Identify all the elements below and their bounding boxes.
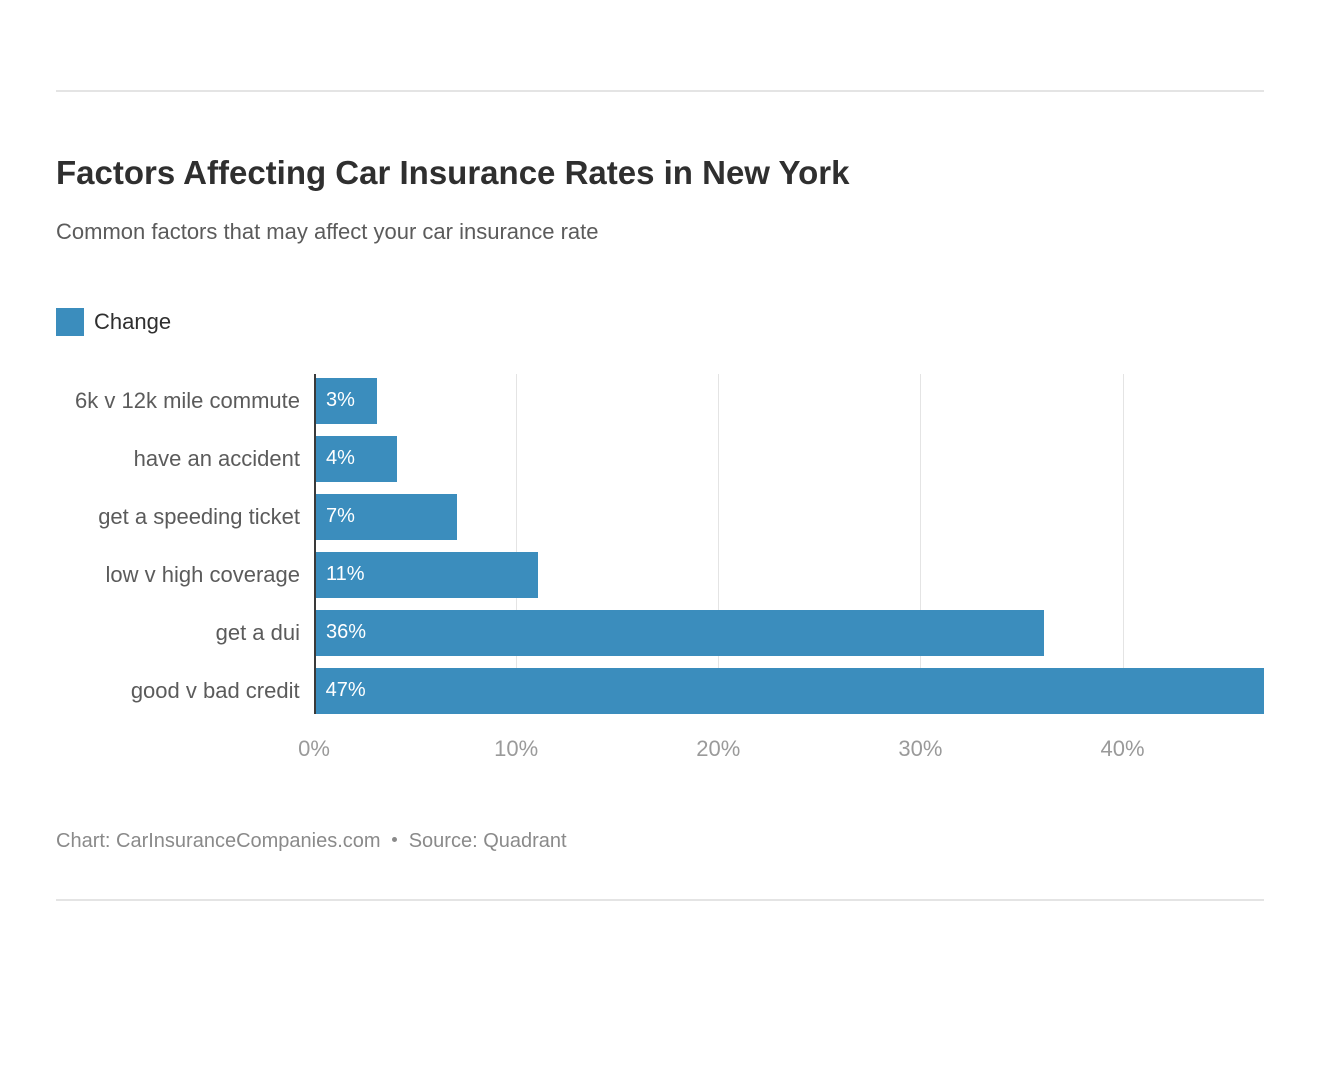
chart-area: 6k v 12k mile commute3%have an accident4… [56,374,1264,766]
bar: 36% [316,610,1044,656]
bar-category-label: have an accident [56,446,314,472]
bar-category-label: 6k v 12k mile commute [56,388,314,414]
x-tick-label: 40% [1100,736,1144,762]
bar-row: low v high coverage11% [56,552,1264,598]
credit-separator-icon [392,837,397,842]
bar-category-label: get a speeding ticket [56,504,314,530]
bar-row: 6k v 12k mile commute3% [56,378,1264,424]
bar-row: good v bad credit47% [56,668,1264,714]
bar-value-label: 4% [316,447,355,470]
credit-source: Source: Quadrant [409,830,567,852]
bar-category-label: low v high coverage [56,562,314,588]
x-tick-label: 0% [298,736,330,762]
grid-line [516,374,517,714]
bar-value-label: 36% [316,621,366,644]
top-rule [56,90,1264,92]
bottom-rule [56,899,1264,901]
grid-line [718,374,719,714]
chart-credit: Chart: CarInsuranceCompanies.com Source:… [56,830,1264,853]
bar-value-label: 3% [316,389,355,412]
credit-chart: Chart: CarInsuranceCompanies.com [56,830,381,852]
grid-line [1123,374,1124,714]
bar-value-label: 7% [316,505,355,528]
bar: 47% [316,668,1264,714]
chart-title: Factors Affecting Car Insurance Rates in… [56,152,1264,195]
bar-value-label: 47% [316,679,366,702]
bar: 7% [316,494,457,540]
y-axis-line [314,374,316,714]
x-tick-label: 10% [494,736,538,762]
x-tick-label: 30% [898,736,942,762]
grid-line [920,374,921,714]
bar-category-label: good v bad credit [56,678,314,704]
bar-row: get a dui36% [56,610,1264,656]
legend: Change [56,308,1264,336]
bar-value-label: 11% [316,563,365,586]
bar-category-label: get a dui [56,620,314,646]
bar-row: get a speeding ticket7% [56,494,1264,540]
bar-row: have an accident4% [56,436,1264,482]
bar: 4% [316,436,397,482]
legend-swatch [56,308,84,336]
chart-subtitle: Common factors that may affect your car … [56,217,1264,248]
legend-label: Change [94,309,171,335]
x-tick-label: 20% [696,736,740,762]
bar: 11% [316,552,538,598]
bar: 3% [316,378,377,424]
